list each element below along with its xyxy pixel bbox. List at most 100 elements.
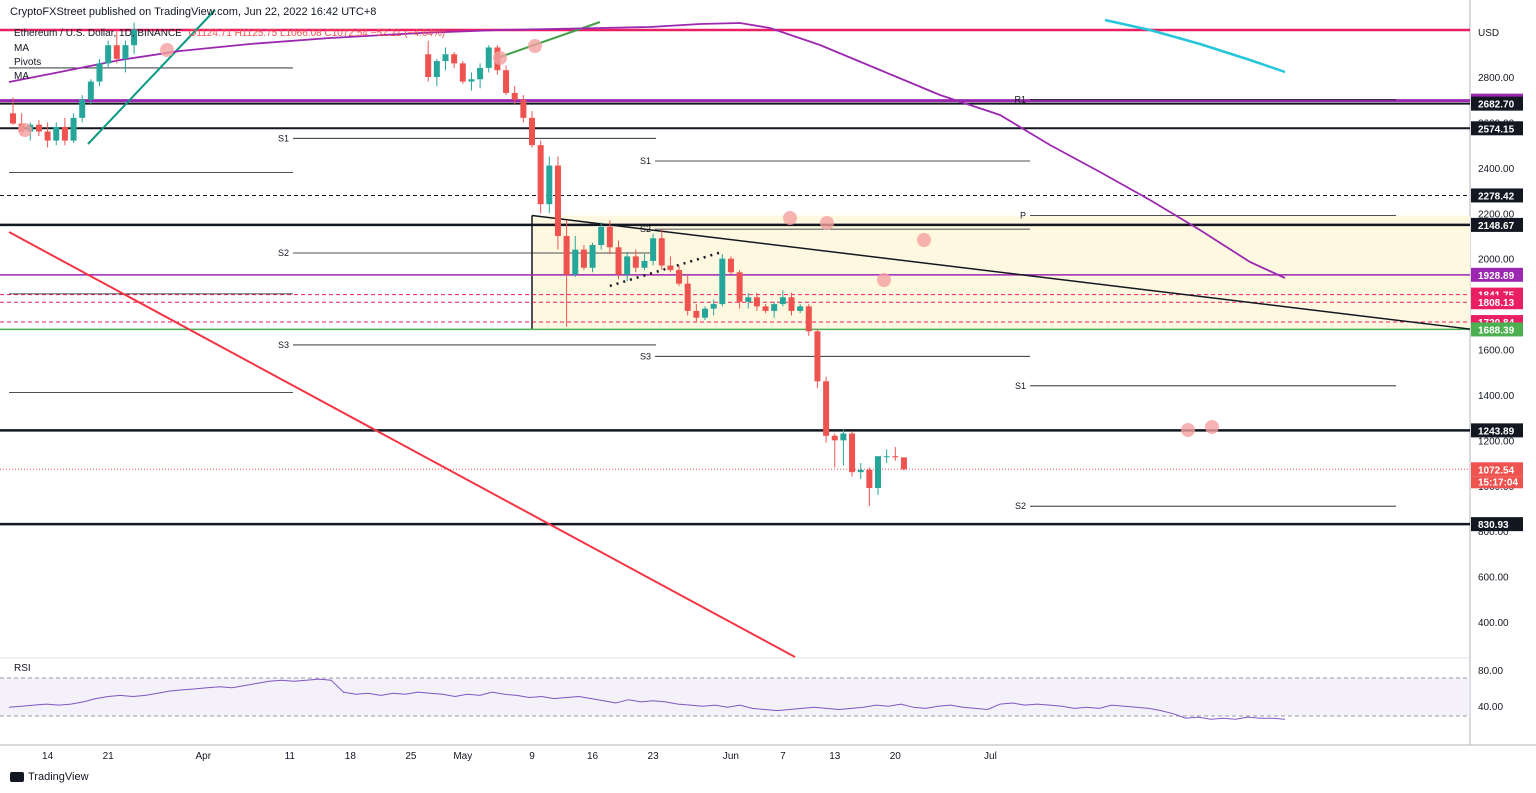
pivot-label: S2: [1015, 501, 1026, 511]
x-tick-label: 21: [103, 751, 115, 762]
candle-body: [857, 469, 864, 473]
candle-body: [892, 456, 899, 458]
tradingview-footer[interactable]: TradingView: [10, 771, 89, 783]
pivot-label: S3: [640, 351, 651, 361]
candle-body: [606, 226, 613, 248]
candle-body: [883, 456, 890, 458]
candle-body: [719, 258, 726, 305]
candle-body: [702, 308, 708, 318]
candle-body: [425, 54, 432, 77]
candle-body: [632, 256, 639, 268]
y-tick-label: 2200.00: [1478, 209, 1515, 220]
ma-cyan-line: [1104, 18, 1286, 74]
y-tick-label: 1200.00: [1478, 436, 1515, 447]
candle-body: [122, 45, 129, 59]
candle-body: [693, 310, 700, 318]
candle-body: [503, 70, 510, 93]
candle-body: [762, 306, 769, 311]
pivot-label: S2: [278, 248, 289, 258]
level-price-tag: [1471, 423, 1523, 438]
candle-body: [477, 67, 484, 80]
candle-body: [105, 45, 112, 64]
rsi-tick-label: 40.00: [1478, 702, 1503, 713]
symbol-title: Ethereum / U.S. Dollar, 1D, BINANCE: [14, 28, 182, 39]
candle-body: [736, 272, 743, 302]
candle-body: [96, 63, 103, 82]
candle-body: [589, 245, 596, 268]
candle-body: [615, 247, 622, 275]
rsi-line: [8, 678, 1286, 720]
candle-body: [79, 99, 86, 118]
candle-body: [667, 265, 674, 271]
candle-body: [451, 54, 458, 64]
level-price-tag: [1471, 517, 1523, 532]
candle-body: [485, 47, 492, 68]
candle-body: [44, 131, 51, 141]
rejection-marker: [917, 233, 931, 247]
y-tick-label: 2800.00: [1478, 73, 1515, 84]
legend-pivots[interactable]: Pivots: [14, 57, 42, 68]
level-price-label: 1808.13: [1478, 298, 1515, 309]
candle-body: [676, 270, 683, 284]
countdown-tag: [1471, 476, 1523, 489]
x-tick-label: Jul: [984, 751, 997, 762]
candle-body: [442, 54, 449, 62]
legend-ma-2[interactable]: MA: [14, 71, 29, 82]
rejection-marker: [493, 51, 507, 65]
candle-body: [546, 165, 553, 205]
candle-body: [113, 45, 120, 59]
candle-body: [900, 457, 907, 470]
candle-body: [641, 260, 648, 268]
candle-body: [658, 238, 665, 266]
x-tick-label: 9: [529, 751, 535, 762]
candle-body: [70, 117, 77, 141]
candle-body: [53, 126, 60, 141]
candle-body: [788, 297, 795, 311]
x-tick-label: May: [453, 751, 472, 762]
currency-label: USD: [1478, 28, 1500, 39]
level-price-label: 1072.54: [1478, 465, 1515, 476]
pivot-label: S1: [1015, 381, 1026, 391]
level-price-label: 1243.89: [1478, 426, 1515, 437]
countdown-label: 15:17:04: [1478, 477, 1518, 488]
candle-body: [866, 469, 873, 489]
ohlc-values: O1124.71 H1125.75 L1066.08 C1072.54 −52.…: [188, 28, 446, 39]
level-price-label: 1928.89: [1478, 271, 1515, 282]
x-tick-label: 23: [648, 751, 660, 762]
level-price-tag: [1471, 462, 1523, 477]
candle-body: [745, 297, 752, 302]
candle-body: [805, 306, 812, 332]
candle-body: [529, 117, 535, 146]
rejection-marker: [160, 43, 174, 57]
candle-body: [823, 381, 830, 436]
y-tick-label: 800.00: [1478, 527, 1509, 538]
candle-body: [554, 165, 561, 236]
level-price-label: 2574.15: [1478, 124, 1515, 135]
candle-body: [131, 29, 138, 46]
level-price-tag: [1471, 322, 1523, 337]
x-tick-label: 20: [890, 751, 902, 762]
candle-body: [753, 297, 760, 307]
level-price-label: 830.93: [1478, 520, 1509, 531]
candle-body: [814, 331, 821, 382]
candle-body: [511, 92, 518, 100]
candle-body: [61, 126, 68, 141]
tradingview-logo-icon: [10, 772, 24, 782]
rsi-band: [0, 678, 1470, 716]
candle-body: [840, 433, 847, 441]
candle-body: [35, 124, 42, 132]
level-price-label: 2682.70: [1478, 100, 1515, 111]
candle-body: [727, 258, 734, 273]
x-tick-label: 16: [587, 751, 599, 762]
candle-body: [831, 435, 838, 441]
candle-body: [875, 456, 881, 489]
x-tick-label: Jun: [723, 751, 739, 762]
rejection-marker: [820, 216, 834, 230]
rejection-marker: [528, 39, 542, 53]
rsi-label[interactable]: RSI: [14, 663, 31, 674]
symbol-line: Ethereum / U.S. Dollar, 1D, BINANCE O112…: [14, 28, 445, 39]
triangle-resistance-line: [531, 214, 1471, 330]
legend-ma-1[interactable]: MA: [14, 43, 29, 54]
candle-body: [771, 304, 778, 311]
